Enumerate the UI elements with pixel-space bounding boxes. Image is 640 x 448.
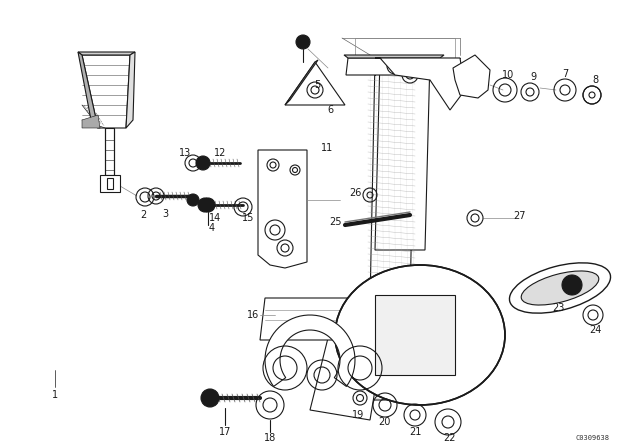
- Text: 24: 24: [589, 325, 601, 335]
- Text: 16: 16: [247, 310, 259, 320]
- Polygon shape: [107, 178, 113, 189]
- Text: 13: 13: [179, 148, 191, 158]
- Text: 26: 26: [349, 188, 361, 198]
- Polygon shape: [375, 58, 465, 110]
- Polygon shape: [375, 58, 430, 250]
- Polygon shape: [368, 60, 415, 400]
- Text: 4: 4: [209, 223, 215, 233]
- Text: 27: 27: [514, 211, 526, 221]
- Text: 23: 23: [552, 303, 564, 313]
- Circle shape: [198, 198, 212, 212]
- Polygon shape: [310, 300, 390, 420]
- Text: 17: 17: [219, 427, 231, 437]
- Text: 20: 20: [378, 417, 390, 427]
- Ellipse shape: [335, 265, 505, 405]
- Text: 15: 15: [242, 213, 254, 223]
- Polygon shape: [126, 52, 135, 128]
- Text: 7: 7: [562, 69, 568, 79]
- Polygon shape: [78, 52, 98, 128]
- Text: 3: 3: [162, 209, 168, 219]
- Circle shape: [296, 35, 310, 49]
- Text: 9: 9: [530, 72, 536, 82]
- Text: 25: 25: [329, 217, 341, 227]
- Circle shape: [196, 156, 210, 170]
- Text: 5: 5: [314, 80, 320, 90]
- Text: 2: 2: [140, 210, 146, 220]
- Polygon shape: [285, 60, 318, 105]
- Polygon shape: [100, 175, 120, 192]
- Text: 6: 6: [327, 105, 333, 115]
- Polygon shape: [82, 115, 100, 128]
- Polygon shape: [105, 128, 114, 175]
- Polygon shape: [285, 62, 345, 105]
- Polygon shape: [260, 298, 395, 340]
- Text: 8: 8: [592, 75, 598, 85]
- Polygon shape: [375, 295, 455, 375]
- Text: 11: 11: [321, 143, 333, 153]
- Polygon shape: [258, 150, 307, 268]
- Polygon shape: [346, 58, 440, 75]
- Text: 22: 22: [444, 433, 456, 443]
- Circle shape: [562, 275, 582, 295]
- Text: 21: 21: [409, 427, 421, 437]
- Text: 18: 18: [264, 433, 276, 443]
- Circle shape: [201, 198, 215, 212]
- Text: 19: 19: [352, 410, 364, 420]
- Text: 14: 14: [209, 213, 221, 223]
- Polygon shape: [82, 55, 130, 128]
- Polygon shape: [453, 55, 490, 98]
- Text: 1: 1: [52, 390, 58, 400]
- Circle shape: [187, 194, 199, 206]
- Polygon shape: [344, 55, 444, 58]
- Ellipse shape: [509, 263, 611, 313]
- Text: 10: 10: [502, 70, 514, 80]
- Polygon shape: [265, 315, 355, 387]
- Circle shape: [201, 389, 219, 407]
- Text: C0309638: C0309638: [576, 435, 610, 441]
- Text: 12: 12: [214, 148, 226, 158]
- Ellipse shape: [521, 271, 599, 305]
- Polygon shape: [78, 52, 135, 55]
